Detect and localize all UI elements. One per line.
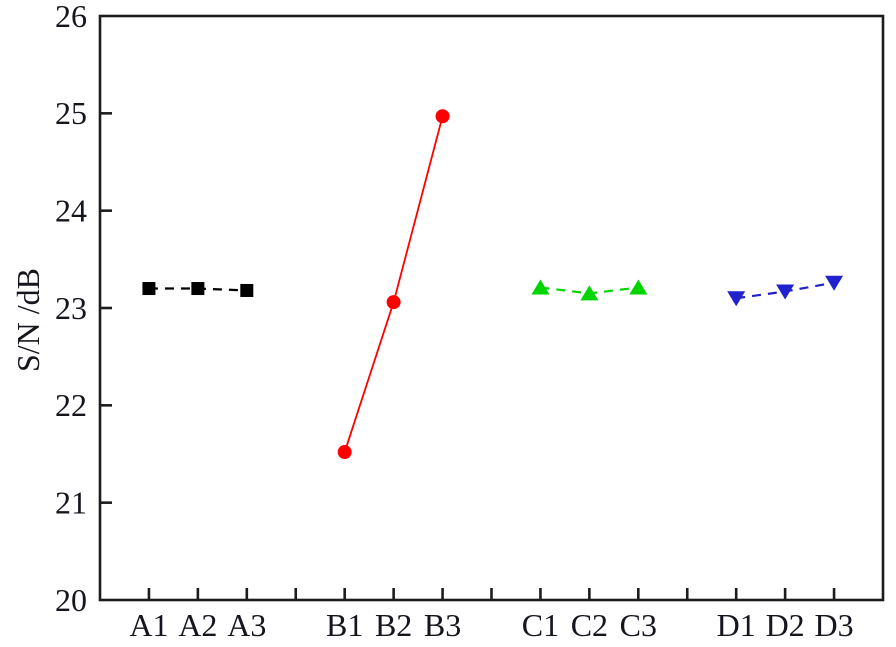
- data-point-a2: [191, 282, 205, 296]
- x-category-label-a3: A3: [227, 607, 266, 643]
- y-axis-tick-label: 26: [55, 0, 87, 34]
- data-point-b1: [337, 445, 352, 460]
- data-point-b2: [386, 295, 401, 310]
- x-category-label-c3: C3: [620, 607, 657, 643]
- y-axis-tick-label: 21: [55, 485, 87, 521]
- data-point-c2: [580, 285, 599, 301]
- data-point-a3: [240, 283, 254, 297]
- y-axis-tick-label: 23: [55, 290, 87, 326]
- data-point-c1: [531, 279, 550, 295]
- data-point-b3: [435, 109, 450, 124]
- x-category-label-b1: B1: [326, 607, 363, 643]
- x-category-label-c1: C1: [522, 607, 559, 643]
- y-axis-tick-label: 20: [55, 582, 87, 618]
- y-axis-tick-label: 22: [55, 387, 87, 423]
- x-category-label-a2: A2: [178, 607, 217, 643]
- x-category-label-b3: B3: [424, 607, 461, 643]
- data-point-d2: [776, 284, 795, 300]
- x-category-label-b2: B2: [375, 607, 412, 643]
- y-axis-tick-label: 25: [55, 95, 87, 131]
- data-point-a1: [142, 282, 156, 296]
- x-category-label-d2: D2: [766, 607, 805, 643]
- x-category-label-a1: A1: [129, 607, 168, 643]
- data-point-d3: [825, 275, 844, 291]
- y-axis-title: S/N /dB: [10, 267, 46, 373]
- data-point-d1: [727, 291, 746, 307]
- y-axis-tick-label: 24: [55, 193, 87, 229]
- plot-frame: [98, 14, 885, 602]
- x-category-label-d3: D3: [815, 607, 854, 643]
- data-point-c3: [629, 279, 648, 295]
- x-category-label-d1: D1: [717, 607, 756, 643]
- series-line-factor-b: [343, 116, 444, 453]
- x-category-label-c2: C2: [571, 607, 608, 643]
